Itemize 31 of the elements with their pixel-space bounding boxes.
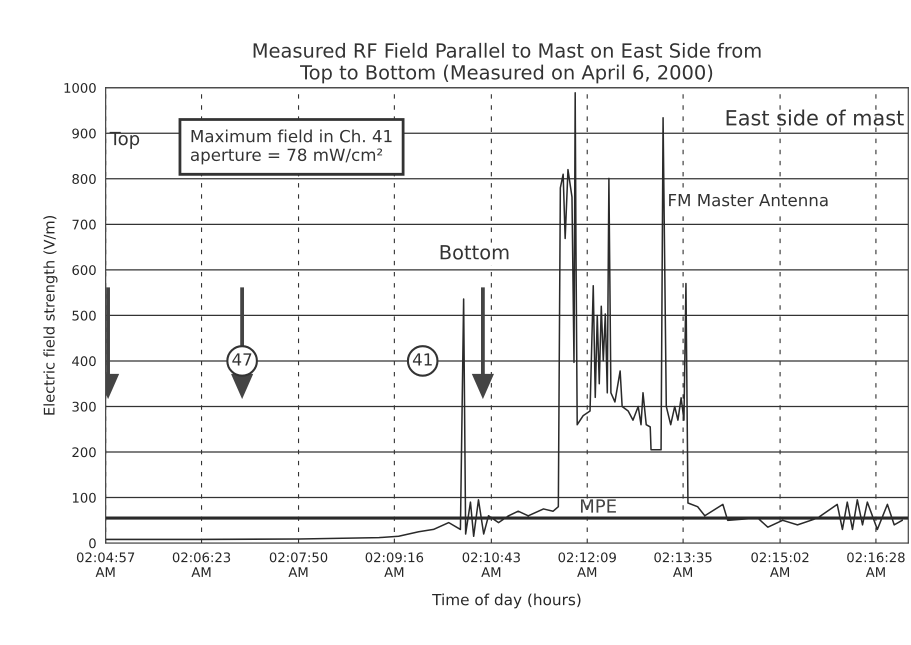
annotation: FM Master Antenna xyxy=(669,194,828,206)
x-tick-label: 02:04:57 AM xyxy=(76,552,134,577)
chart-title: Measured RF Field Parallel to Mast on East Side from Top to Bottom (Measured on April 6, 2000) xyxy=(254,42,761,84)
y-tick-label: 400 xyxy=(72,356,96,366)
x-axis-title: Time of day (hours) xyxy=(432,594,580,608)
y-tick-label: 200 xyxy=(72,447,96,458)
annotation: Top xyxy=(110,132,140,149)
x-tick-label: 02:12:09 AM xyxy=(558,552,616,577)
y-tick-label: 1000 xyxy=(64,82,96,93)
y-tick-label: 600 xyxy=(72,265,96,276)
y-tick-label: 900 xyxy=(72,128,96,138)
x-tick-label: 02:16:28 AM xyxy=(847,552,905,577)
y-tick-label: 500 xyxy=(72,310,96,321)
x-tick-label: 02:06:23 AM xyxy=(172,552,230,577)
y-tick-label: 300 xyxy=(72,402,96,412)
y-tick-label: 100 xyxy=(72,492,96,503)
x-tick-label: 02:13:35 AM xyxy=(654,552,712,577)
annotation: East side of mast xyxy=(726,110,904,126)
y-tick-label: 700 xyxy=(72,220,96,230)
annotation: 41 xyxy=(412,353,432,366)
annotation: 47 xyxy=(232,353,252,366)
x-tick-label: 02:15:02 AM xyxy=(751,552,808,577)
y-tick-label: 800 xyxy=(72,174,96,184)
ref-line-label: MPE xyxy=(580,499,616,513)
x-tick-label: 02:09:16 AM xyxy=(366,552,424,577)
y-tick-label: 0 xyxy=(89,538,96,548)
y-axis-title: Electric field strength (V/m) xyxy=(43,216,58,415)
x-tick-label: 02:07:50 AM xyxy=(270,552,328,577)
annotation: Maximum field in Ch. 41 aperture = 78 mW/cm² xyxy=(190,130,392,164)
x-tick-label: 02:10:43 AM xyxy=(462,552,520,577)
annotation: Bottom xyxy=(440,245,508,260)
